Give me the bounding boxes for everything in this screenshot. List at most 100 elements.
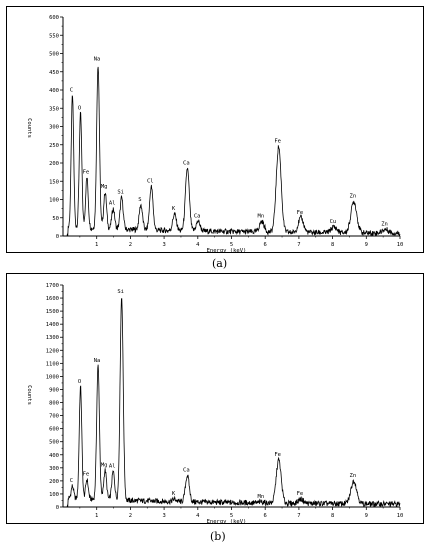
peak-point xyxy=(334,226,335,227)
peak-label: Fe xyxy=(83,170,90,176)
peak-point xyxy=(80,386,81,387)
peak-label: Si xyxy=(117,289,124,295)
panel-a-caption: (a) xyxy=(212,257,228,270)
peak-label: Cu xyxy=(330,219,337,225)
peak-point xyxy=(278,146,279,147)
peak-label: S xyxy=(138,197,141,203)
x-tick-label: 3 xyxy=(162,513,165,519)
peak-point xyxy=(87,479,88,480)
peak-label: K xyxy=(172,206,176,212)
y-tick-label: 550 xyxy=(49,33,59,39)
x-tick-label: 7 xyxy=(297,513,300,519)
peak-point xyxy=(174,214,175,215)
y-tick-label: 300 xyxy=(49,466,59,472)
y-tick-label: 500 xyxy=(49,52,59,58)
y-tick-label: 1300 xyxy=(46,335,59,341)
y-tick-label: 400 xyxy=(49,453,59,459)
peak-label: Mg xyxy=(101,462,108,468)
x-tick-label: 5 xyxy=(230,242,233,248)
x-tick-label: 6 xyxy=(264,242,267,248)
y-tick-label: 600 xyxy=(49,15,59,21)
peak-label: Fe xyxy=(83,472,90,478)
peak-label: Al xyxy=(109,201,116,207)
peak-point xyxy=(385,229,386,230)
y-tick-label: 150 xyxy=(49,179,59,185)
peak-point xyxy=(140,205,141,206)
peak-label: Ca xyxy=(194,213,201,219)
x-tick-label: 2 xyxy=(129,513,132,519)
peak-point xyxy=(105,192,106,193)
peak-label: Fe xyxy=(274,452,281,458)
peak-label: Mg xyxy=(101,184,108,190)
peak-label: O xyxy=(78,106,81,112)
x-tick-label: 2 xyxy=(129,242,132,248)
panel-a-plot: 0 50 100 150 200 250 300 350 400 450 500 550 600 1 2 3 4… xyxy=(26,15,403,254)
y-tick-label: 350 xyxy=(49,106,59,112)
peak-point xyxy=(301,217,302,218)
peak-point xyxy=(353,480,354,481)
peak-label: Si xyxy=(117,190,124,196)
peak-label: Cl xyxy=(147,179,154,185)
x-axis-label: Energy (keV) xyxy=(207,519,247,525)
y-tick-label: 1200 xyxy=(46,348,59,354)
peak-label: Na xyxy=(94,358,101,364)
peak-label: Al xyxy=(109,464,116,470)
panel-a-frame xyxy=(6,6,424,253)
peak-label: Ca xyxy=(183,468,190,474)
peak-label: Mn xyxy=(258,213,265,219)
peak-label: O xyxy=(78,379,81,385)
y-tick-label: 1600 xyxy=(46,296,59,302)
panel-b-plot: 0 100 200 300 400 500 600 700 800 900 1000 1100 1200… xyxy=(26,283,403,525)
peak-label: C xyxy=(70,87,73,93)
x-tick-label: 10 xyxy=(397,242,404,248)
y-tick-label: 0 xyxy=(56,234,59,240)
y-tick-label: 800 xyxy=(49,401,59,407)
peak-point xyxy=(80,113,81,114)
peak-label: C xyxy=(70,478,73,484)
peak-label: Ca xyxy=(183,160,190,166)
x-tick-label: 1 xyxy=(95,513,98,519)
y-tick-label: 600 xyxy=(49,427,59,433)
x-tick-label: 9 xyxy=(365,513,368,519)
peak-label: Zn xyxy=(381,221,388,227)
peak-point xyxy=(113,471,114,472)
y-tick-label: 300 xyxy=(49,125,59,131)
peak-label: Fe xyxy=(297,210,304,216)
y-tick-label: 100 xyxy=(49,492,59,498)
peak-label: Fe xyxy=(297,491,304,497)
y-tick-label: 50 xyxy=(52,216,59,222)
peak-point xyxy=(121,296,122,297)
peak-point xyxy=(278,460,279,461)
spectrum-trace xyxy=(66,66,401,237)
y-tick-label: 100 xyxy=(49,198,59,204)
peak-point xyxy=(187,475,188,476)
peak-label: Na xyxy=(94,56,101,62)
peak-label: Zn xyxy=(350,473,357,479)
y-tick-label: 500 xyxy=(49,440,59,446)
peak-point xyxy=(87,177,88,178)
x-tick-label: 7 xyxy=(297,242,300,248)
x-tick-label: 6 xyxy=(264,513,267,519)
peak-point xyxy=(353,201,354,202)
y-axis-label: Counts xyxy=(26,118,32,138)
x-tick-label: 5 xyxy=(230,513,233,519)
x-tick-label: 3 xyxy=(162,242,165,248)
y-tick-label: 1000 xyxy=(46,374,59,380)
x-tick-label: 1 xyxy=(95,242,98,248)
peak-point xyxy=(105,470,106,471)
peak-point xyxy=(198,221,199,222)
peak-label: Zn xyxy=(350,193,357,199)
y-tick-label: 200 xyxy=(49,479,59,485)
y-tick-label: 900 xyxy=(49,387,59,393)
y-tick-label: 1100 xyxy=(46,361,59,367)
peak-point xyxy=(174,499,175,500)
x-tick-label: 10 xyxy=(397,513,404,519)
peak-point xyxy=(98,64,99,65)
y-tick-label: 700 xyxy=(49,414,59,420)
peak-label: Fe xyxy=(274,139,281,145)
x-tick-label: 4 xyxy=(196,242,200,248)
y-tick-label: 0 xyxy=(56,505,59,511)
y-tick-label: 200 xyxy=(49,161,59,167)
y-tick-label: 1700 xyxy=(46,283,59,289)
